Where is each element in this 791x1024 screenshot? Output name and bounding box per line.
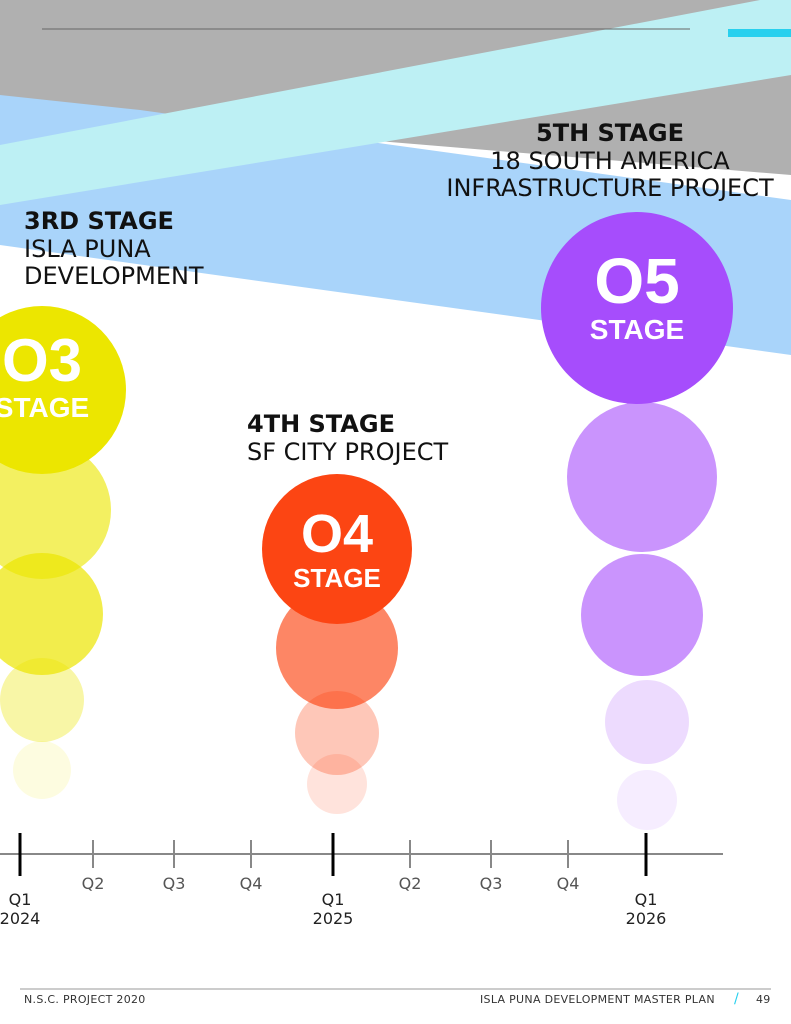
stage-5-number: O5 [594,245,680,317]
tick-quarter: Q1 [634,890,658,909]
tick-quarter: Q2 [398,874,422,893]
stage-5-main-circle [541,212,733,404]
stage-3-bubble [0,553,103,675]
stage-4-bubble [307,754,367,814]
stage-4-heading-block: 4TH STAGE SF CITY PROJECT [247,410,449,466]
stage-5-line2: INFRASTRUCTURE PROJECT [446,174,774,203]
stage-3-heading: 3RD STAGE [24,207,174,235]
stage-3-word: STAGE [0,392,90,423]
tick-label: Q3 [461,874,521,893]
stage-4-bubble [295,691,379,775]
stage-4-number: O4 [300,504,374,564]
tick-label: Q3 [144,874,204,893]
stage-4-bubbles [262,474,412,814]
page-number: 49 [756,993,771,1006]
stage-4-circle-label: O4 STAGE [262,505,412,593]
tick-quarter: Q2 [81,874,105,893]
cyan-band-shape [0,0,791,205]
stage-5-bubble [567,402,717,552]
stage-5-bubbles [541,212,733,830]
stage-4-heading: 4TH STAGE [247,410,395,438]
tick-quarter: Q1 [8,890,32,909]
tick-quarter: Q3 [479,874,503,893]
tick-label: Q1 2026 [616,890,676,928]
stage-5-line1: 18 SOUTH AMERICA [490,146,730,175]
stage-5-bubble [581,554,703,676]
stage-4-line1: SF CITY PROJECT [247,437,449,466]
stage-4-main-circle [262,474,412,624]
stage-3-main-circle [0,306,126,474]
stage-5-heading: 5TH STAGE [536,119,684,147]
tick-quarter: Q3 [162,874,186,893]
stage-5-heading-block: 5TH STAGE 18 SOUTH AMERICA INFRASTRUCTUR… [440,119,780,203]
cyan-accent-bar [728,29,791,37]
stage-5-word: STAGE [589,314,685,345]
tick-label: Q4 [221,874,281,893]
footer-separator: / [734,991,740,1007]
tick-label: Q4 [538,874,598,893]
tick-year: 2024 [0,909,41,928]
stage-3-number: O3 [1,327,83,394]
stage-3-line2: DEVELOPMENT [24,262,204,291]
tick-label: Q1 2025 [303,890,363,928]
tick-label: Q2 [380,874,440,893]
stage-5-bubble [617,770,677,830]
stage-4-word: STAGE [293,563,381,593]
tick-year: 2025 [312,909,354,928]
tick-year: 2026 [625,909,667,928]
stage-3-bubble [0,441,111,579]
tick-quarter: Q4 [239,874,263,893]
stage-3-heading-block: 3RD STAGE ISLA PUNA DEVELOPMENT [24,207,204,291]
stage-5-circle-label: O5 STAGE [541,248,733,346]
footer-left-text: N.S.C. PROJECT 2020 [24,993,146,1006]
tick-label: Q2 [63,874,123,893]
stage-3-bubbles [0,306,126,799]
stage-3-bubble [13,741,71,799]
stage-3-bubble [0,658,84,742]
tick-quarter: Q1 [321,890,345,909]
stage-3-line1: ISLA PUNA [24,234,151,263]
stage-5-bubble [605,680,689,764]
stage-3-circle-label: O3 STAGE [0,330,126,424]
timeline-axis [0,833,723,876]
footer-right-text: ISLA PUNA DEVELOPMENT MASTER PLAN [480,993,715,1006]
tick-label: Q1 2024 [0,890,50,928]
tick-quarter: Q4 [556,874,580,893]
